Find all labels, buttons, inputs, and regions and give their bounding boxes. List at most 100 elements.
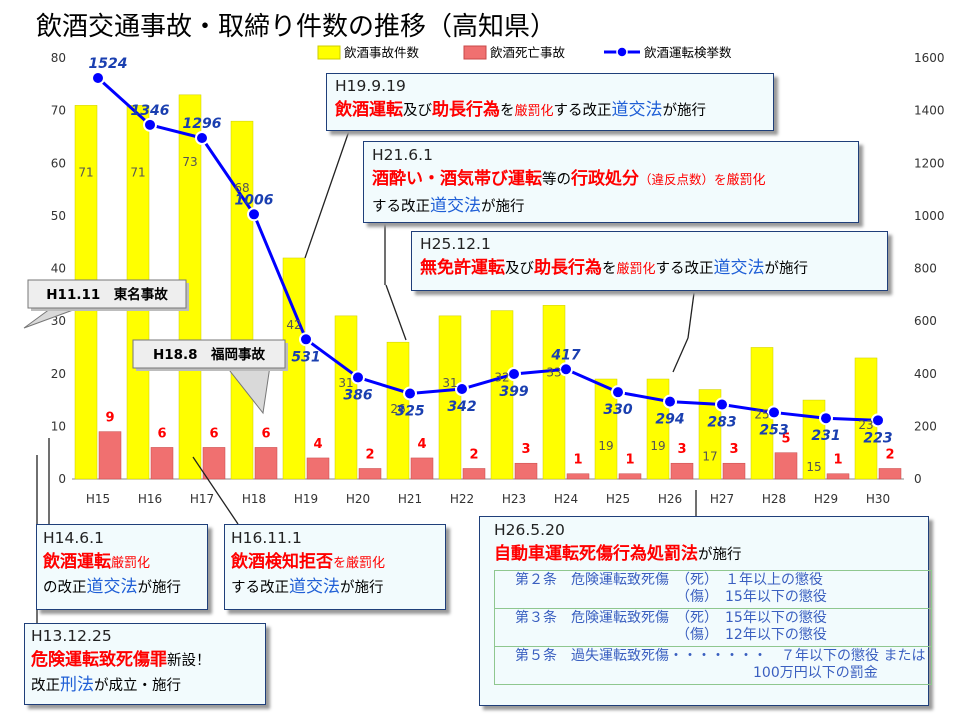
bar-deaths (254, 447, 278, 480)
left-tick-label: 80 (51, 51, 66, 65)
callout-h14: H14.6.1 飲酒運転厳罰化 の改正道交法が施行 (36, 524, 208, 610)
callout-h21-date: H21.6.1 (372, 146, 433, 164)
x-tick-label: H24 (554, 492, 578, 506)
callout-h25-text: 道交法 (713, 258, 765, 278)
callout-h25-text: 無免許運転 (420, 258, 505, 278)
callout-h26-text: 自動車運転死傷行為処罰法 (494, 544, 698, 564)
legend-label-accidents: 飲酒事故件数 (344, 45, 420, 60)
right-tick-label: 600 (914, 314, 937, 328)
callout-h25-date: H25.12.1 (420, 235, 491, 253)
arrest-point (819, 411, 833, 426)
legend-label-arrests: 飲酒運転検挙数 (644, 45, 732, 60)
penalty-table: 第２条 危険運転致死傷 （死） １年以上の懲役 （傷） 15年以下の懲役 第３条… (494, 570, 933, 685)
callout-h16-text: 飲酒検知拒否 (231, 552, 333, 572)
x-tick-label: H21 (398, 492, 422, 506)
label-accidents: 17 (702, 450, 717, 464)
event-fukuoka-box (132, 339, 286, 369)
label-arrests: 231 (811, 428, 840, 444)
bar-deaths (566, 473, 590, 480)
callout-h19-text: が施行 (662, 103, 707, 119)
bar-deaths (462, 468, 486, 480)
left-tick-label: 40 (51, 262, 66, 276)
bar-deaths (306, 457, 330, 480)
right-tick-label: 800 (914, 262, 937, 276)
x-tick-label: H18 (242, 492, 266, 506)
label-accidents: 42 (286, 318, 301, 332)
arrest-point (611, 385, 625, 400)
callout-h21-text: する改正 (372, 199, 430, 215)
label-accidents: 31 (442, 376, 457, 390)
callout-h13-text: 新設！ (167, 653, 211, 669)
label-accidents: 23 (858, 418, 873, 432)
bar-accidents (698, 389, 722, 480)
callout-h21-text: 道交法 (430, 196, 481, 216)
callout-h19-text: 道交法 (611, 100, 663, 120)
left-tick-label: 0 (58, 472, 66, 486)
arrest-point (767, 405, 781, 420)
label-accidents: 31 (338, 376, 353, 390)
bar-deaths (202, 447, 226, 480)
label-deaths: 6 (209, 426, 218, 441)
legend-label-deaths: 飲酒死亡事故 (490, 45, 566, 60)
bar-accidents (386, 341, 410, 480)
callout-h21-text: 厳罰化 (726, 173, 766, 188)
callout-h13-text: 刑法 (60, 675, 94, 695)
label-deaths: 1 (573, 453, 582, 468)
label-deaths: 4 (313, 437, 322, 452)
callout-h14-text: 厳罰化 (111, 556, 151, 571)
callout-h19-text: 助長行為 (432, 100, 500, 120)
callout-h21-text: （違反点数）を (639, 172, 727, 187)
label-arrests: 417 (550, 347, 580, 363)
label-arrests: 294 (655, 412, 684, 428)
bar-deaths (878, 468, 902, 480)
arrest-point (351, 370, 365, 385)
callout-connector (687, 292, 695, 339)
event-tomei-label: H11.11 東名事故 (46, 286, 168, 303)
penalty-row: 第５条 過失運転致死傷・・・・・・・ ７年以下の懲役 または 100万円以下の罰… (494, 646, 932, 685)
callout-h26-text: が施行 (698, 547, 742, 563)
callout-h21-text: が施行 (481, 199, 525, 215)
right-tick-label: 1600 (914, 51, 945, 65)
event-tomei-box (27, 279, 187, 309)
arrest-point (403, 386, 417, 401)
callout-h25-text: 助長行為 (534, 258, 602, 278)
arrest-point (559, 362, 573, 377)
label-accidents: 71 (130, 165, 145, 179)
x-tick-label: H25 (606, 492, 630, 506)
label-arrests: 1346 (131, 103, 170, 119)
label-deaths: 4 (417, 437, 426, 452)
x-tick-label: H29 (814, 492, 838, 506)
x-tick-label: H16 (138, 492, 162, 506)
right-tick-label: 1000 (914, 209, 945, 223)
callout-connector (192, 456, 239, 525)
label-accidents: 33 (546, 365, 561, 379)
x-tick-label: H27 (710, 492, 734, 506)
label-arrests: 325 (395, 403, 424, 419)
legend-swatch-accidents (317, 45, 341, 60)
right-tick-label: 0 (914, 472, 922, 486)
label-deaths: 1 (625, 453, 634, 468)
callout-h16-text: する改正 (231, 580, 289, 596)
callout-connector (672, 337, 689, 373)
left-tick-label: 30 (51, 314, 66, 328)
callout-h19-text: 飲酒運転 (335, 100, 403, 120)
right-tick-label: 400 (914, 367, 937, 381)
callout-h19-text: を (500, 103, 515, 119)
bar-deaths (410, 457, 434, 480)
callout-h14-text: 飲酒運転 (43, 552, 111, 572)
callout-h26: H26.5.20 自動車運転死傷行為処罰法が施行 第２条 危険運転致死傷 （死）… (479, 516, 933, 706)
callout-h19-text: 厳罰化 (514, 104, 554, 119)
left-tick-label: 60 (51, 156, 66, 170)
label-accidents: 26 (390, 402, 405, 416)
bar-deaths (826, 473, 850, 480)
penalty-row: 第２条 危険運転致死傷 （死） １年以上の懲役 （傷） 15年以下の懲役 (515, 572, 827, 605)
callout-h13: H13.12.25 危険運転致死傷罪新設！ 改正刑法が成立・施行 (24, 623, 266, 705)
callout-h14-text: の改正 (43, 580, 87, 596)
event-fukuoka: H18.8 福岡事故 (132, 339, 288, 415)
bar-deaths (774, 452, 798, 480)
axes: 0102030405060708002004006008001000120014… (51, 51, 945, 506)
left-tick-label: 20 (51, 367, 66, 381)
bar-accidents (490, 310, 514, 480)
